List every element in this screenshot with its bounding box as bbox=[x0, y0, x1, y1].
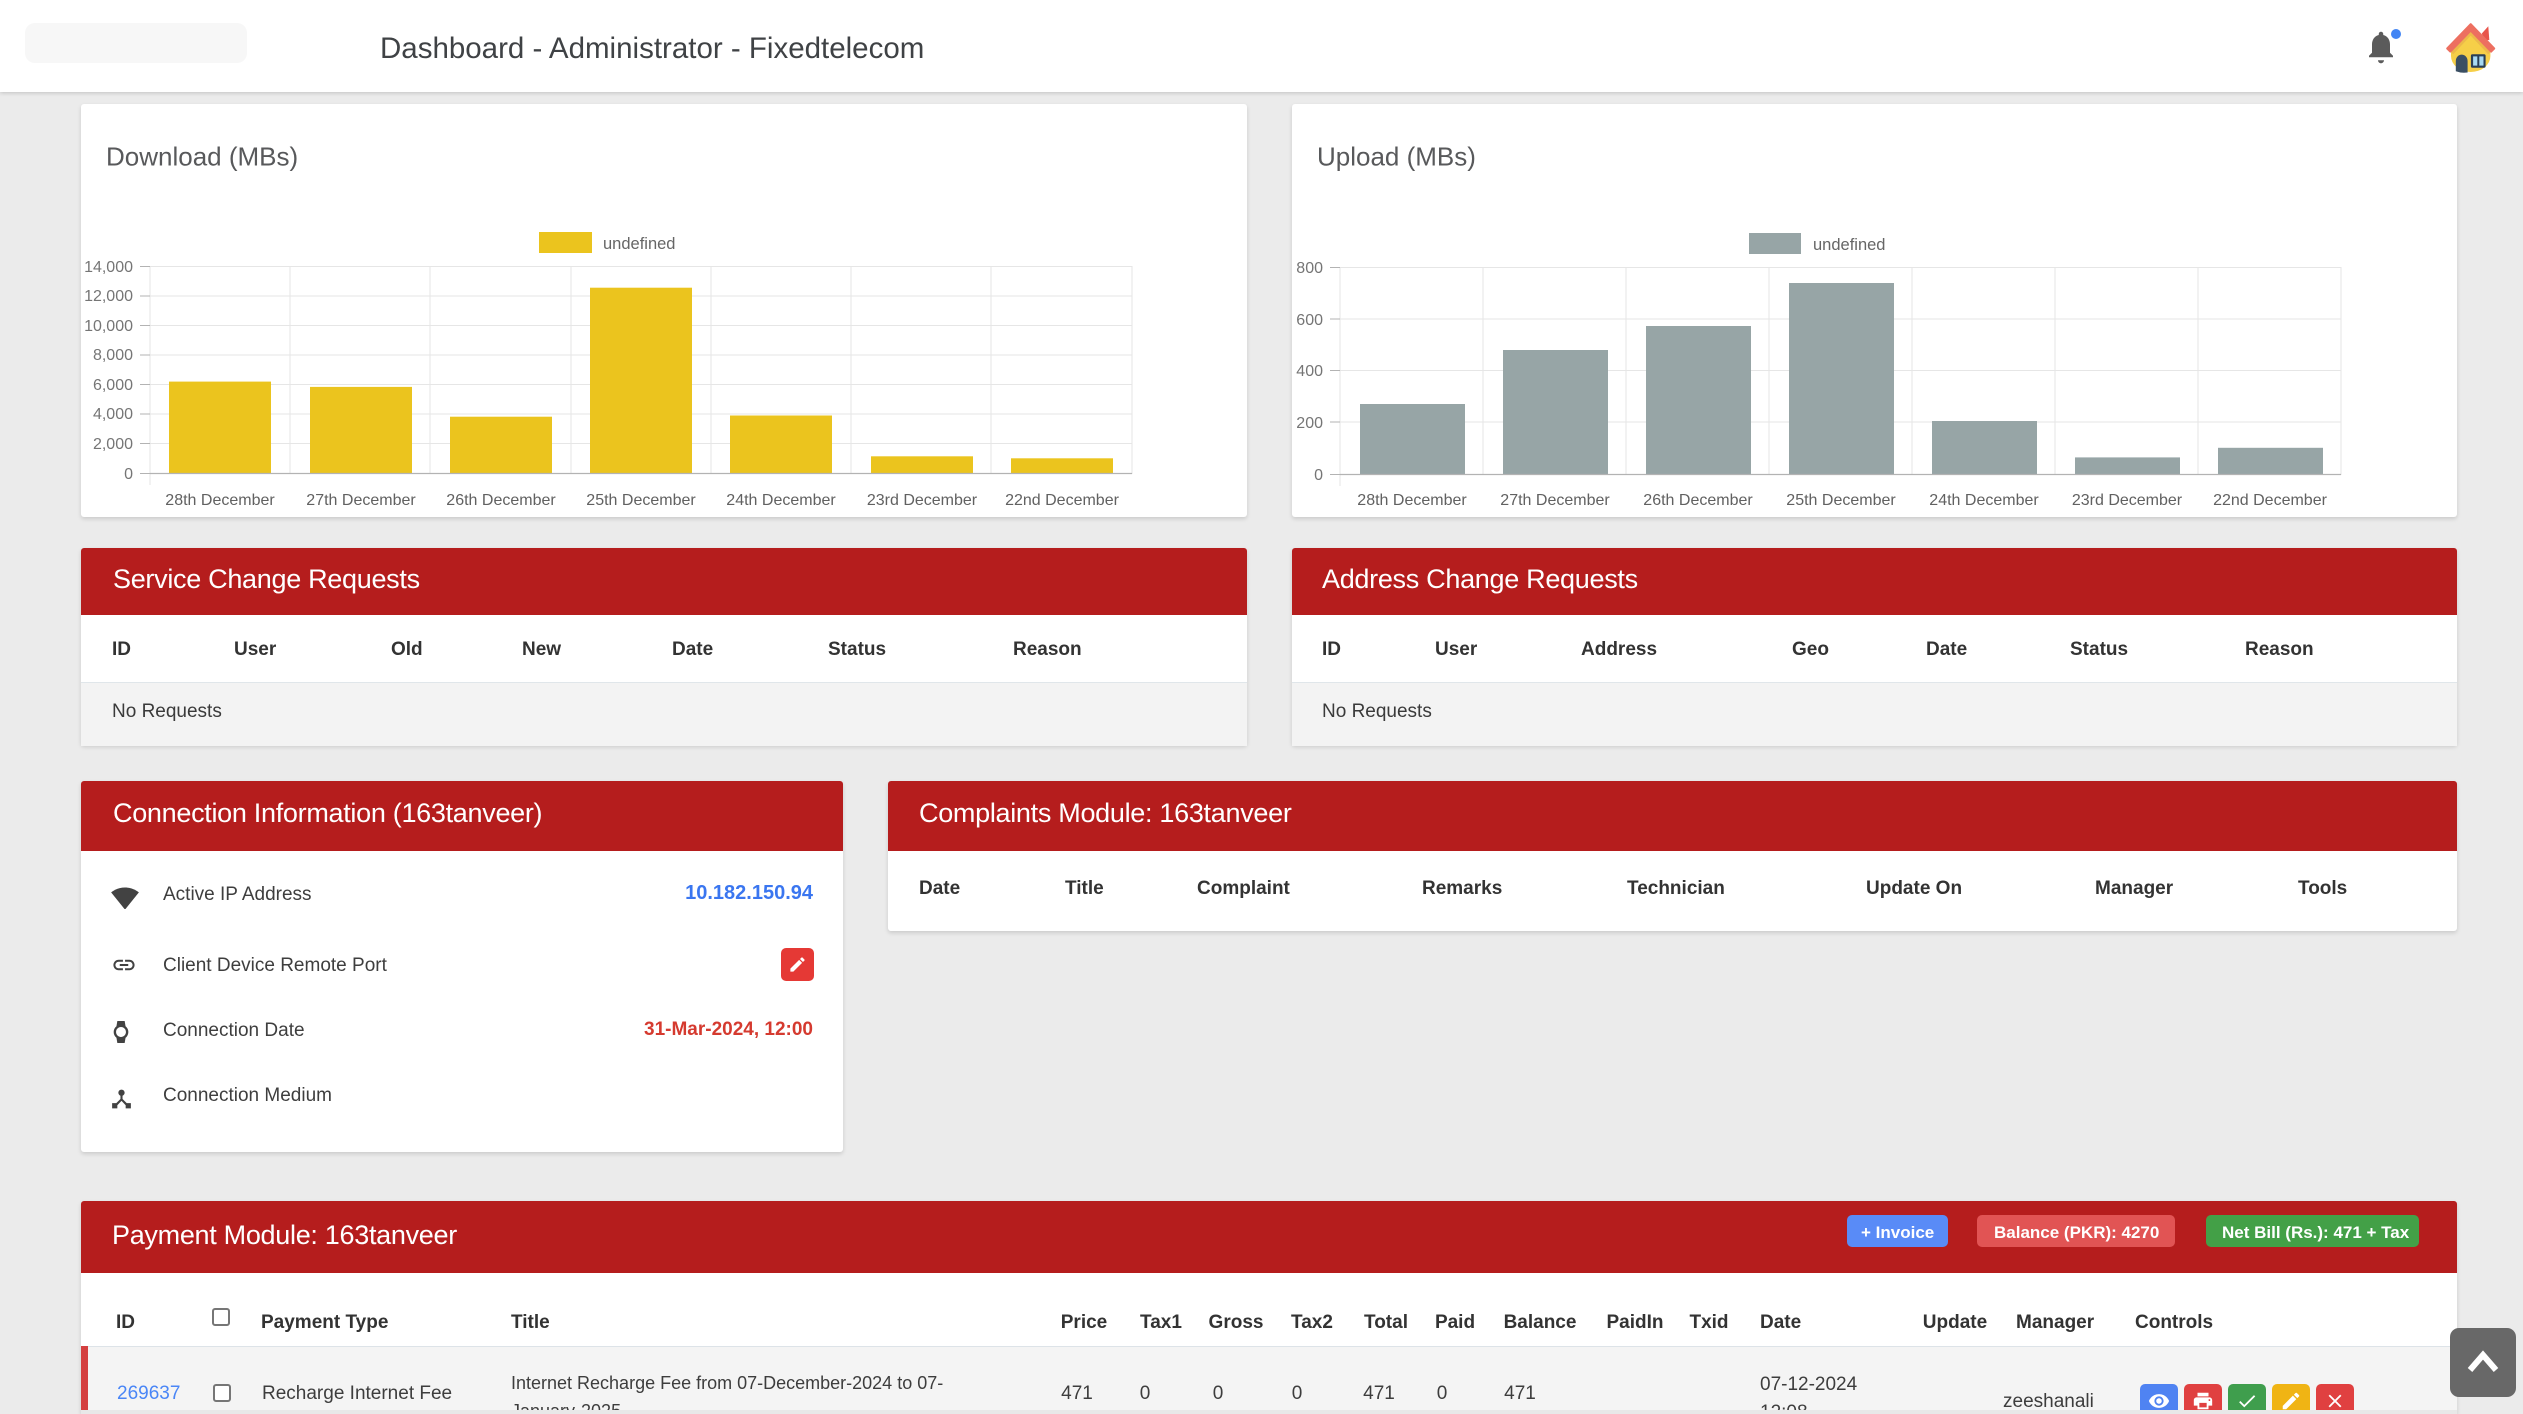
svg-text:25th December: 25th December bbox=[586, 492, 696, 509]
svg-text:22nd December: 22nd December bbox=[2213, 492, 2328, 509]
svg-text:27th December: 27th December bbox=[306, 492, 416, 509]
svg-text:undefined: undefined bbox=[1813, 236, 1886, 254]
svg-text:Upload (MBs): Upload (MBs) bbox=[1317, 142, 1476, 172]
svg-text:400: 400 bbox=[1296, 363, 1323, 380]
svg-text:27th December: 27th December bbox=[1500, 492, 1610, 509]
svg-text:14,000: 14,000 bbox=[84, 259, 133, 276]
svg-text:600: 600 bbox=[1296, 312, 1323, 329]
svg-text:23rd December: 23rd December bbox=[2072, 492, 2183, 509]
svg-text:800: 800 bbox=[1296, 260, 1323, 277]
svg-text:0: 0 bbox=[1314, 467, 1323, 484]
svg-text:4,000: 4,000 bbox=[93, 406, 133, 423]
svg-text:10,000: 10,000 bbox=[84, 318, 133, 335]
svg-text:26th December: 26th December bbox=[1643, 492, 1753, 509]
svg-text:26th December: 26th December bbox=[446, 492, 556, 509]
svg-text:22nd December: 22nd December bbox=[1005, 492, 1120, 509]
svg-text:Download (MBs): Download (MBs) bbox=[106, 142, 298, 172]
svg-text:24th December: 24th December bbox=[726, 492, 836, 509]
svg-text:0: 0 bbox=[124, 466, 133, 483]
svg-text:28th December: 28th December bbox=[165, 492, 275, 509]
svg-text:23rd December: 23rd December bbox=[867, 492, 978, 509]
svg-text:24th December: 24th December bbox=[1929, 492, 2039, 509]
svg-text:28th December: 28th December bbox=[1357, 492, 1467, 509]
svg-text:25th December: 25th December bbox=[1786, 492, 1896, 509]
svg-text:2,000: 2,000 bbox=[93, 436, 133, 453]
svg-text:undefined: undefined bbox=[603, 235, 676, 253]
svg-text:12,000: 12,000 bbox=[84, 288, 133, 305]
svg-text:200: 200 bbox=[1296, 415, 1323, 432]
svg-text:8,000: 8,000 bbox=[93, 347, 133, 364]
svg-text:6,000: 6,000 bbox=[93, 377, 133, 394]
